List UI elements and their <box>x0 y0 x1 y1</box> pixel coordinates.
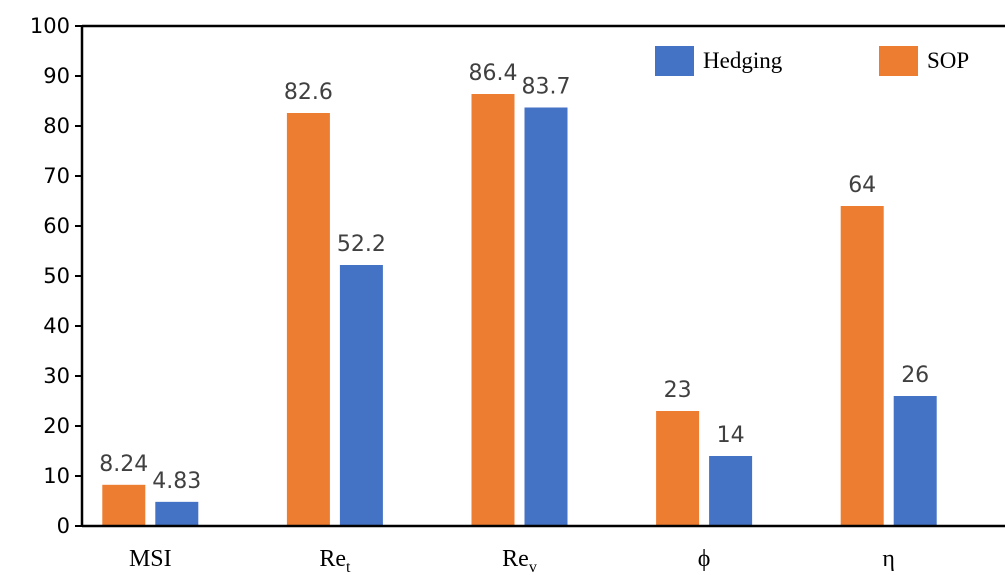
y-tick-label: 70 <box>43 164 70 188</box>
x-category-label: Rev <box>502 546 537 575</box>
x-category-label: Ret <box>319 546 351 575</box>
x-axis-categories: MSI Ret Rev ϕ η <box>129 546 895 575</box>
y-tick-label: 30 <box>43 364 70 388</box>
data-label: 4.83 <box>152 469 201 494</box>
data-label: 64 <box>848 173 876 198</box>
y-tick-label: 0 <box>57 514 70 538</box>
y-tick-label: 20 <box>43 414 70 438</box>
y-tick-label: 10 <box>43 464 70 488</box>
bar-sop <box>286 113 330 526</box>
category-name: η <box>882 546 895 572</box>
bar-sop <box>840 206 884 526</box>
data-label: 8.24 <box>99 452 148 477</box>
legend: Hedging SOP <box>655 46 969 76</box>
bar-hedging <box>893 396 937 526</box>
category-name: MSI <box>129 546 172 572</box>
bar-hedging <box>339 265 383 526</box>
y-tick-label: 40 <box>43 314 70 338</box>
bar-hedging <box>709 456 753 526</box>
data-labels: 8.244.83 82.6 52.2 86.483.7 23 14 64 26 <box>99 61 929 494</box>
data-label: 14 <box>717 423 745 448</box>
legend-label-hedging: Hedging <box>703 48 783 73</box>
bar-sop <box>102 484 146 526</box>
y-tick-label: 100 <box>30 14 70 38</box>
data-label: 26 <box>901 363 929 388</box>
data-label: 52.2 <box>337 232 386 257</box>
category-subscript: t <box>346 559 351 575</box>
y-axis-ticks: 0 10 20 30 40 50 60 70 80 90 100 <box>30 14 82 538</box>
bar-hedging <box>155 501 199 526</box>
x-category-label: MSI <box>129 546 172 572</box>
y-tick-label: 60 <box>43 214 70 238</box>
data-label: 23 <box>664 378 692 403</box>
bar-sop <box>471 94 515 526</box>
legend-swatch-sop <box>879 46 918 76</box>
x-category-label: η <box>882 546 895 572</box>
bar-hedging <box>524 107 568 526</box>
bar-sop <box>656 411 700 526</box>
category-subscript: v <box>529 559 537 575</box>
data-label: 82.6 <box>284 80 333 105</box>
category-name: ϕ <box>698 546 711 572</box>
data-label: 83.7 <box>522 75 571 100</box>
data-label: 86.4 <box>469 61 518 86</box>
legend-swatch-hedging <box>655 46 694 76</box>
category-name: Re <box>502 546 529 572</box>
y-tick-label: 50 <box>43 264 70 288</box>
x-category-label: ϕ <box>698 546 711 572</box>
category-name: Re <box>319 546 346 572</box>
legend-label-sop: SOP <box>927 48 969 73</box>
y-tick-label: 90 <box>43 64 70 88</box>
bars <box>102 94 937 526</box>
y-tick-label: 80 <box>43 114 70 138</box>
